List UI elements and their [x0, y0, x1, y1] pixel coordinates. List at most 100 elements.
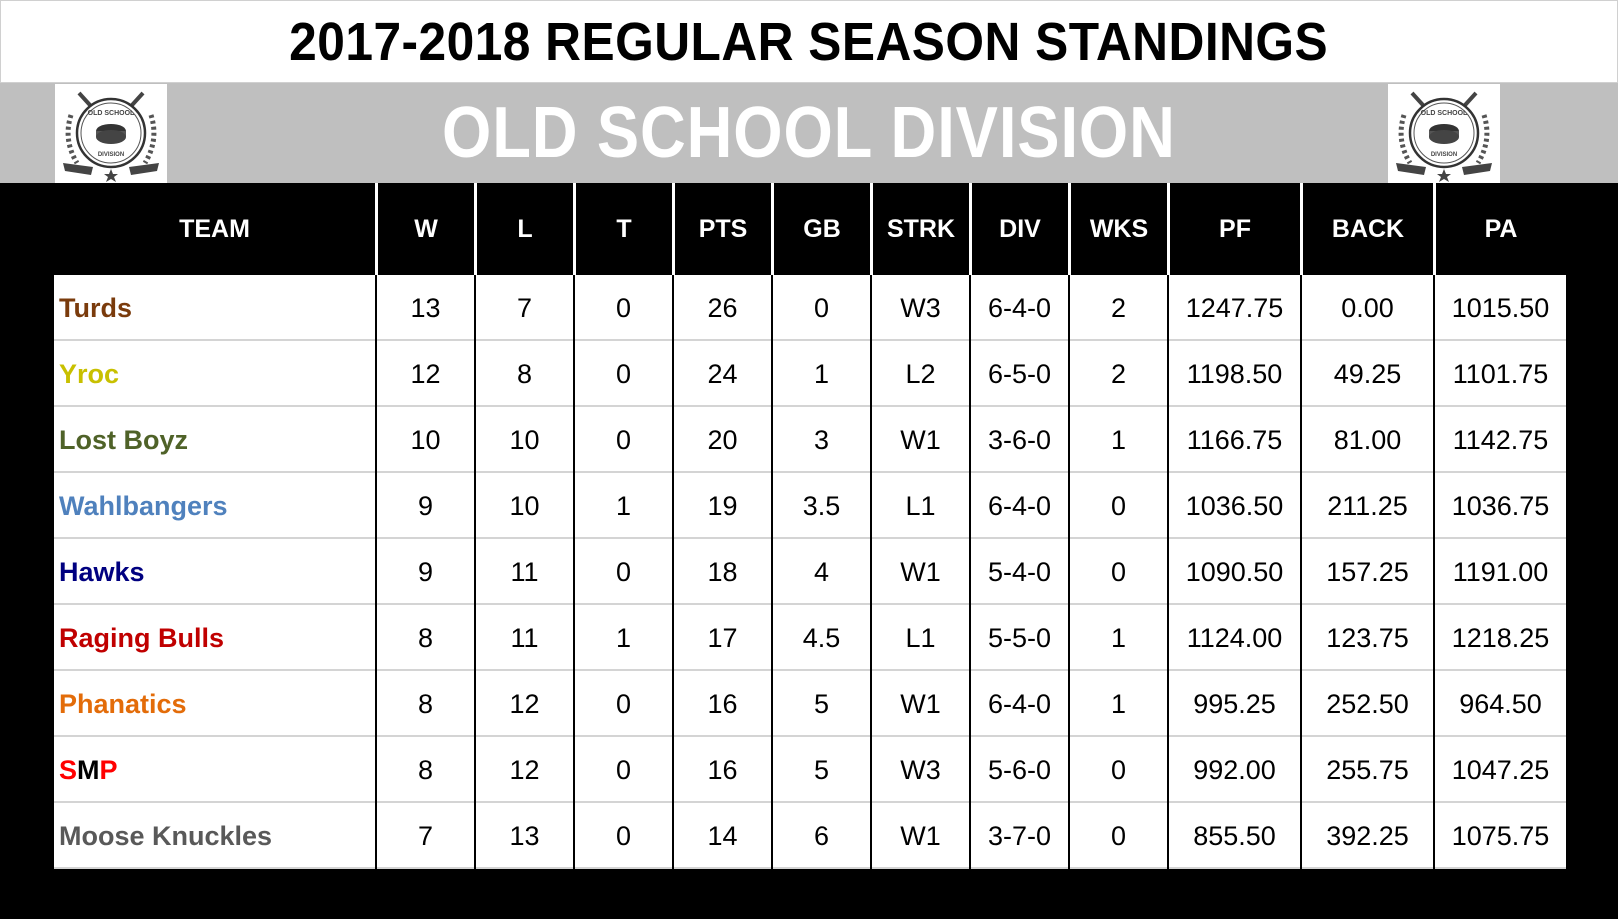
cell-pa: 1075.75 [1451, 820, 1550, 851]
column-divider [1300, 275, 1302, 869]
cell-strk: L1 [905, 622, 936, 653]
cell-pa: 1015.50 [1451, 292, 1550, 323]
cell-back: 0.00 [1341, 292, 1394, 323]
cell-gb: 0 [813, 292, 830, 323]
column-header-pf: PF [1219, 214, 1251, 243]
cell-wks: 0 [1110, 820, 1127, 851]
cell-w: 9 [417, 490, 434, 521]
svg-text:DIVISION: DIVISION [98, 152, 124, 158]
cell-pts: 19 [707, 490, 738, 521]
cell-pts: 18 [707, 556, 738, 587]
cell-div: 5-5-0 [987, 622, 1052, 653]
header-divider [1068, 183, 1071, 275]
division-band: OLD SCHOOL DIVISION [0, 83, 1618, 183]
team-name: Hawks [59, 556, 145, 587]
page-title: 2017-2018 REGULAR SEASON STANDINGS [289, 11, 1329, 72]
cell-wks: 1 [1110, 688, 1127, 719]
cell-t: 1 [615, 622, 632, 653]
cell-pts: 16 [707, 688, 738, 719]
table-row: Moose Knuckles 7 13 0 14 6 W1 3-7-0 0 855.50 392.2… [54, 803, 1566, 869]
cell-div: 6-4-0 [987, 490, 1052, 521]
header-divider [474, 183, 477, 275]
team-name-part: S [59, 754, 78, 785]
cell-wks: 0 [1110, 556, 1127, 587]
cell-div: 5-6-0 [987, 754, 1052, 785]
cell-l: 11 [510, 556, 539, 587]
cell-back: 123.75 [1326, 622, 1409, 653]
cell-l: 12 [509, 688, 540, 719]
cell-wks: 1 [1110, 622, 1127, 653]
cell-gb: 3 [813, 424, 830, 455]
division-logo-right: OLD SCHOOL DIVISION [1388, 84, 1500, 183]
cell-strk: W3 [900, 292, 941, 323]
cell-l: 10 [509, 424, 540, 455]
cell-pts: 20 [707, 424, 738, 455]
cell-wks: 1 [1110, 424, 1127, 455]
column-header-pa: PA [1484, 214, 1518, 243]
cell-pts: 24 [707, 358, 738, 389]
header-divider [870, 183, 873, 275]
team-name-part: P [99, 754, 118, 785]
column-divider [771, 275, 773, 869]
cell-t: 0 [615, 556, 632, 587]
cell-pa: 1101.75 [1452, 358, 1549, 389]
cell-pf: 992.00 [1193, 754, 1276, 785]
column-header-strk: STRK [886, 214, 956, 243]
header-divider [1433, 183, 1436, 275]
cell-pa: 1036.75 [1451, 490, 1550, 521]
cell-t: 0 [615, 424, 632, 455]
cell-div: 5-4-0 [987, 556, 1052, 587]
column-header-div: DIV [999, 214, 1041, 243]
cell-back: 252.50 [1326, 688, 1409, 719]
svg-text:OLD SCHOOL: OLD SCHOOL [1421, 110, 1468, 117]
cell-pf: 1124.00 [1186, 622, 1283, 653]
cell-w: 8 [417, 622, 434, 653]
cell-strk: W1 [900, 688, 941, 719]
cell-pf: 995.25 [1193, 688, 1276, 719]
cell-pf: 1166.75 [1186, 424, 1283, 455]
cell-gb: 4 [813, 556, 830, 587]
cell-t: 0 [615, 688, 632, 719]
cell-back: 49.25 [1333, 358, 1402, 389]
column-divider [1433, 275, 1435, 869]
column-divider [969, 275, 971, 869]
table-row: Phanatics 8 12 0 16 5 W1 6-4-0 1 995.25 252.50 964.… [54, 671, 1566, 737]
header-divider [375, 183, 378, 275]
cell-gb: 5 [813, 754, 830, 785]
column-header-wks: WKS [1089, 214, 1149, 243]
column-header-gb: GB [803, 214, 841, 243]
cell-l: 8 [516, 358, 533, 389]
cell-wks: 2 [1110, 358, 1127, 389]
division-logo-left: OLD SCHOOL DIVISION [55, 84, 167, 183]
table-row: Turds 13 7 0 26 0 W3 6-4-0 2 1247.75 0.00 1015.50 [54, 275, 1566, 341]
cell-t: 0 [615, 754, 632, 785]
team-name: Turds [59, 292, 132, 323]
cell-w: 7 [417, 820, 434, 851]
table-row: S M P 8 12 0 16 5 W3 5-6-0 0 992.00 255.75 1047.25 [54, 737, 1566, 803]
column-divider [672, 275, 674, 869]
header-divider [1167, 183, 1170, 275]
cell-pf: 1090.50 [1185, 556, 1284, 587]
cell-pa: 964.50 [1459, 688, 1542, 719]
column-divider [870, 275, 872, 869]
cell-strk: L1 [905, 490, 936, 521]
cell-strk: W1 [900, 424, 941, 455]
svg-text:OLD SCHOOL: OLD SCHOOL [88, 110, 135, 117]
team-name: Phanatics [59, 688, 187, 719]
cell-pa: 1142.75 [1452, 424, 1549, 455]
cell-t: 0 [615, 292, 632, 323]
cell-div: 6-4-0 [987, 292, 1052, 323]
cell-back: 392.25 [1326, 820, 1409, 851]
column-divider [1167, 275, 1169, 869]
table-row: Raging Bulls 8 11 1 17 4.5 L1 5-5-0 1 1124.00 123.… [54, 605, 1566, 671]
column-divider [1068, 275, 1070, 869]
hockey-puck-crest-icon: OLD SCHOOL DIVISION [63, 91, 159, 182]
hockey-puck-crest-icon: OLD SCHOOL DIVISION [1396, 91, 1492, 182]
team-name: Wahlbangers [59, 490, 228, 521]
cell-strk: L2 [905, 358, 936, 389]
svg-text:DIVISION: DIVISION [1431, 152, 1457, 158]
cell-gb: 1 [813, 358, 830, 389]
cell-gb: 3.5 [802, 490, 841, 521]
cell-pts: 14 [707, 820, 738, 851]
